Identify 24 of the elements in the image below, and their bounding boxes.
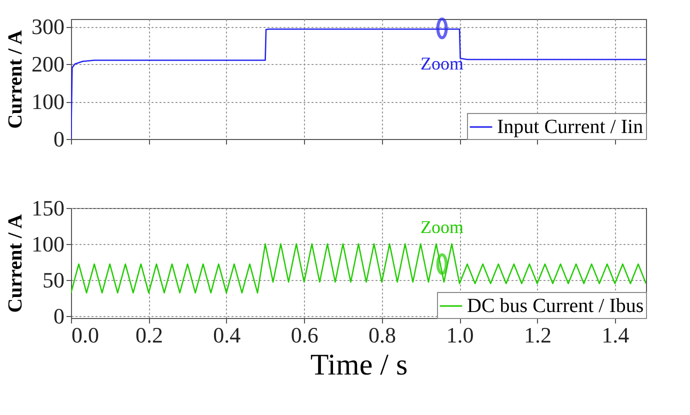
line-series: [71, 243, 646, 294]
y-axis-title: Current / A: [4, 30, 26, 129]
x-tick-label: 1.2: [524, 322, 552, 348]
annotation: Zoom: [420, 217, 464, 238]
y-tick-label: 100: [32, 89, 64, 114]
x-axis-title: Time / s: [310, 348, 408, 382]
x-tick-label: 0.6: [290, 322, 318, 348]
annotation: Zoom: [420, 53, 464, 74]
x-tick-label: 0.2: [135, 322, 163, 348]
x-tick-label: 1.0: [446, 322, 474, 348]
y-tick-label: 50: [42, 267, 64, 292]
x-tick-label: 0.4: [213, 322, 241, 348]
y-axis-title: Current / A: [4, 214, 26, 313]
y-tick-label: 100: [32, 231, 64, 256]
x-tick-label: 1.4: [602, 322, 630, 348]
legend-label: DC bus Current / Ibus: [467, 295, 644, 317]
y-tick-label: 0: [54, 126, 64, 152]
y-tick-label: 0: [54, 303, 64, 328]
x-tick-label: 0.0: [72, 322, 99, 348]
x-tick-label: 0.8: [368, 322, 396, 348]
legend-label: Input Current / Iin: [497, 116, 644, 138]
y-tick-label: 300: [32, 14, 64, 39]
y-tick-label: 200: [32, 52, 64, 76]
y-tick-label: 150: [32, 196, 64, 220]
